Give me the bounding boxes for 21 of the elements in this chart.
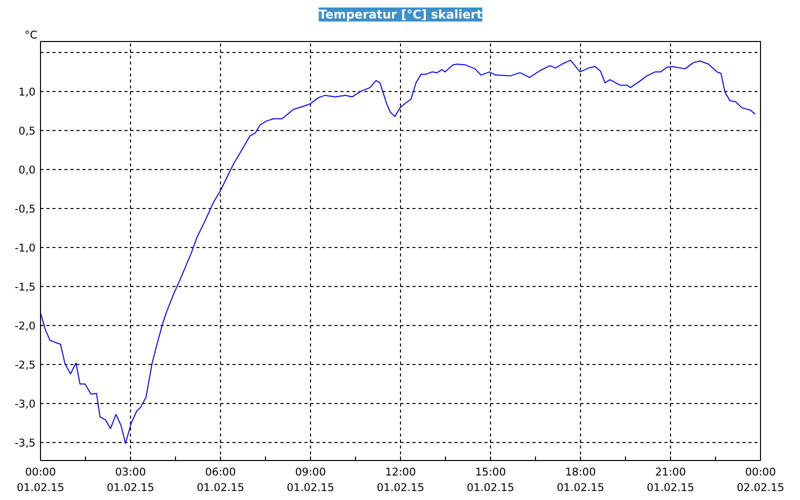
y-tick-label: 0,5: [18, 124, 36, 138]
x-tick-label: 15:00 01.02.15: [466, 466, 514, 494]
x-tick-label: 00:00 02.02.15: [736, 466, 784, 494]
x-tick-label: 09:00 01.02.15: [286, 466, 334, 494]
y-tick-label: -0,5: [14, 202, 36, 216]
x-tick-label: 12:00 01.02.15: [376, 466, 424, 494]
y-tick-label: -1,5: [14, 280, 36, 294]
y-tick-label: -1,0: [14, 241, 36, 254]
y-tick-label: -3,5: [14, 436, 36, 450]
y-tick-label: -2,0: [14, 320, 36, 333]
y-axis-title: °C: [24, 28, 38, 42]
chart-title: Temperatur [°C] skaliert: [318, 8, 483, 22]
y-tick-label: -2,5: [14, 358, 36, 372]
y-tick-label: 0,0: [18, 163, 36, 176]
x-tick-label: 18:00 01.02.15: [556, 466, 604, 494]
x-tick-label: 21:00 01.02.15: [646, 466, 694, 494]
x-tick-label: 03:00 01.02.15: [106, 466, 154, 494]
y-tick-label: 1,0: [18, 85, 36, 98]
x-tick-label: 00:00 01.02.15: [16, 466, 64, 494]
x-tick-label: 06:00 01.02.15: [196, 466, 244, 494]
y-tick-label: -3,0: [14, 398, 36, 411]
